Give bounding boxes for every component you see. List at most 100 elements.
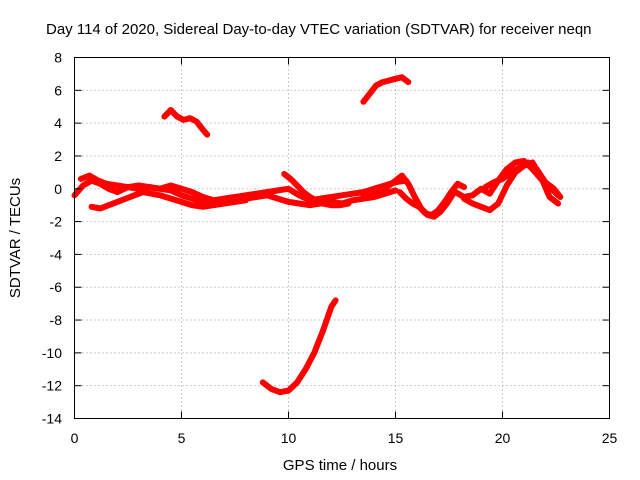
data-point (399, 173, 405, 178)
data-point (232, 199, 238, 205)
data-series (71, 74, 564, 396)
data-point (123, 196, 129, 201)
data-point (200, 127, 206, 132)
data-point (508, 170, 514, 175)
data-point (149, 191, 154, 196)
data-point (448, 189, 454, 195)
data-point (483, 184, 488, 190)
y-tick-label: 4 (54, 115, 62, 131)
data-point (367, 91, 372, 96)
data-point (307, 203, 313, 208)
data-point (294, 183, 300, 188)
data-point (89, 204, 94, 209)
series-line-arc-high (360, 74, 412, 105)
data-point (526, 160, 531, 165)
data-point (329, 203, 334, 208)
x-axis-ticks: 0 5 10 15 20 25 (71, 430, 618, 446)
data-point (157, 186, 163, 191)
data-point (551, 186, 557, 191)
data-point (303, 367, 308, 372)
data-point (190, 203, 195, 208)
data-point (104, 181, 109, 186)
data-point (147, 184, 152, 190)
data-point (187, 116, 193, 121)
data-point (496, 201, 501, 206)
data-point (162, 114, 167, 119)
series-line-arc-bump-10 (281, 171, 352, 209)
data-point (534, 166, 539, 172)
data-point (513, 160, 518, 165)
y-axis-label: SDTVAR / TECUs (7, 178, 24, 298)
data-point (337, 203, 343, 208)
data-point (115, 183, 120, 188)
data-point (179, 193, 184, 198)
data-point (382, 186, 387, 191)
y-tick-label: -6 (50, 279, 63, 295)
y-axis-ticks: -14 -12 -10 -8 -6 -4 -2 0 2 4 6 8 (42, 50, 62, 427)
data-point (168, 107, 173, 113)
data-point (416, 204, 422, 209)
data-point (136, 183, 141, 188)
y-tick-label: -12 (42, 378, 62, 394)
data-point (125, 184, 131, 190)
x-tick-label: 5 (178, 430, 186, 446)
data-point (350, 191, 355, 196)
data-point (555, 201, 561, 206)
data-point (361, 189, 366, 195)
data-point (312, 350, 317, 356)
y-tick-label: 6 (54, 82, 62, 98)
data-point (339, 193, 345, 198)
y-tick-label: -8 (50, 312, 63, 328)
data-point (487, 207, 492, 213)
data-point (190, 189, 195, 195)
data-point (232, 194, 238, 200)
data-point (491, 180, 497, 185)
y-tick-label: 0 (54, 181, 62, 197)
data-point (286, 199, 291, 205)
data-point (470, 201, 475, 206)
data-point (260, 380, 265, 385)
data-point (320, 201, 325, 206)
data-point (286, 388, 291, 393)
data-point (406, 79, 411, 85)
x-tick-label: 0 (71, 430, 79, 446)
data-point (222, 196, 227, 201)
chart-title: Day 114 of 2020, Sidereal Day-to-day VTE… (46, 21, 592, 38)
data-point (361, 194, 366, 200)
y-tick-label: -14 (42, 411, 62, 427)
data-point (78, 176, 84, 182)
data-point (181, 117, 186, 123)
data-point (393, 188, 398, 193)
tick-marks (74, 57, 610, 419)
data-point (200, 194, 206, 200)
data-point (455, 181, 460, 186)
data-point (194, 119, 199, 124)
data-point (320, 329, 325, 334)
data-point (453, 189, 458, 195)
x-tick-label: 20 (495, 430, 511, 446)
data-point (294, 380, 300, 385)
data-point (393, 76, 398, 82)
series-line-arc-early (161, 107, 211, 138)
data-point (558, 194, 563, 200)
data-point (168, 183, 173, 188)
x-axis-label: GPS time / hours (283, 457, 397, 474)
data-point (179, 199, 184, 205)
data-point (179, 186, 184, 191)
data-point (307, 194, 313, 200)
data-point (397, 189, 402, 195)
data-point (175, 114, 180, 119)
data-point (470, 193, 475, 198)
data-point (442, 199, 447, 205)
data-point (98, 206, 103, 211)
data-point (487, 191, 492, 196)
data-point (275, 188, 280, 193)
data-point (371, 191, 377, 196)
y-tick-label: -4 (50, 246, 63, 262)
data-point (106, 203, 111, 208)
data-point (297, 201, 302, 206)
data-point (211, 203, 216, 208)
data-point (314, 198, 319, 203)
data-point (80, 183, 86, 188)
y-tick-label: -10 (42, 345, 62, 361)
